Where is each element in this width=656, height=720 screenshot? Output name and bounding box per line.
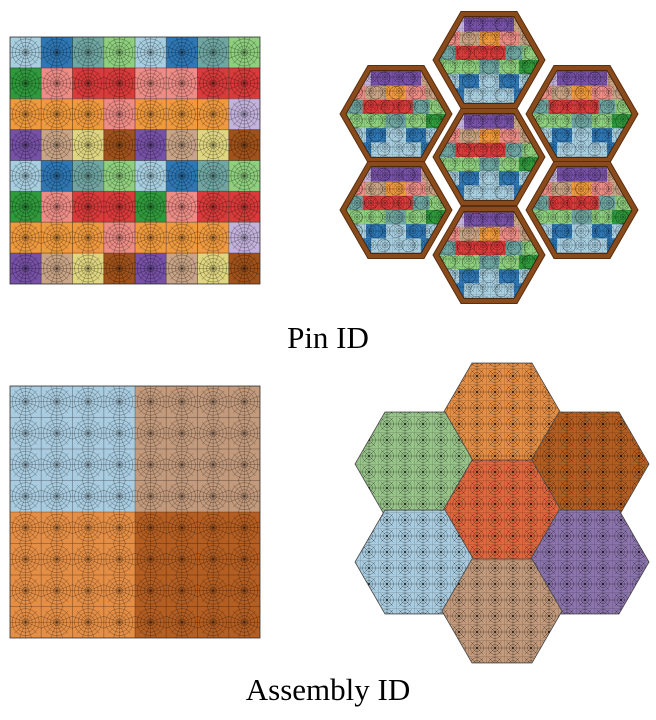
pin-id-caption: Pin ID [287, 320, 369, 355]
hex-pin-assembly [346, 70, 446, 158]
hex-inner-border [438, 211, 540, 299]
hex-inner-border [531, 70, 633, 158]
assembly-hex-mesh [529, 412, 649, 516]
assembly-hex-mesh [442, 363, 562, 467]
hex-inner-border [345, 70, 447, 158]
hex-pin-assembly [532, 166, 632, 254]
hex-inner-border [438, 113, 540, 201]
hex-mesh-overlay [346, 70, 446, 158]
assembly-id-square-core [9, 385, 261, 639]
pin-square-border [9, 36, 261, 285]
assembly-hex-mesh [442, 460, 562, 564]
hex-mesh-overlay [439, 211, 539, 299]
hex-mesh-overlay [532, 70, 632, 158]
assembly-mesh-overlay [10, 386, 260, 638]
assembly-id-hexagonal-core [354, 362, 650, 664]
assembly-hex-mesh [529, 510, 649, 614]
assembly-square-border [9, 385, 261, 639]
hex-inner-border [438, 16, 540, 104]
assembly-hex-mesh [355, 412, 475, 516]
assembly-hex-mesh [442, 559, 562, 663]
pin-id-square-assembly-grid [9, 36, 261, 285]
hex-inner-border [345, 166, 447, 254]
hex-inner-border [531, 166, 633, 254]
pin-mesh-overlay [10, 37, 260, 284]
assembly-id-caption: Assembly ID [245, 672, 411, 707]
pin-id-hexagonal-core [339, 11, 639, 304]
hex-mesh-overlay [532, 166, 632, 254]
assembly-hex-mesh [355, 510, 475, 614]
hex-mesh-overlay [439, 16, 539, 104]
hex-mesh-overlay [346, 166, 446, 254]
hex-mesh-overlay [439, 113, 539, 201]
